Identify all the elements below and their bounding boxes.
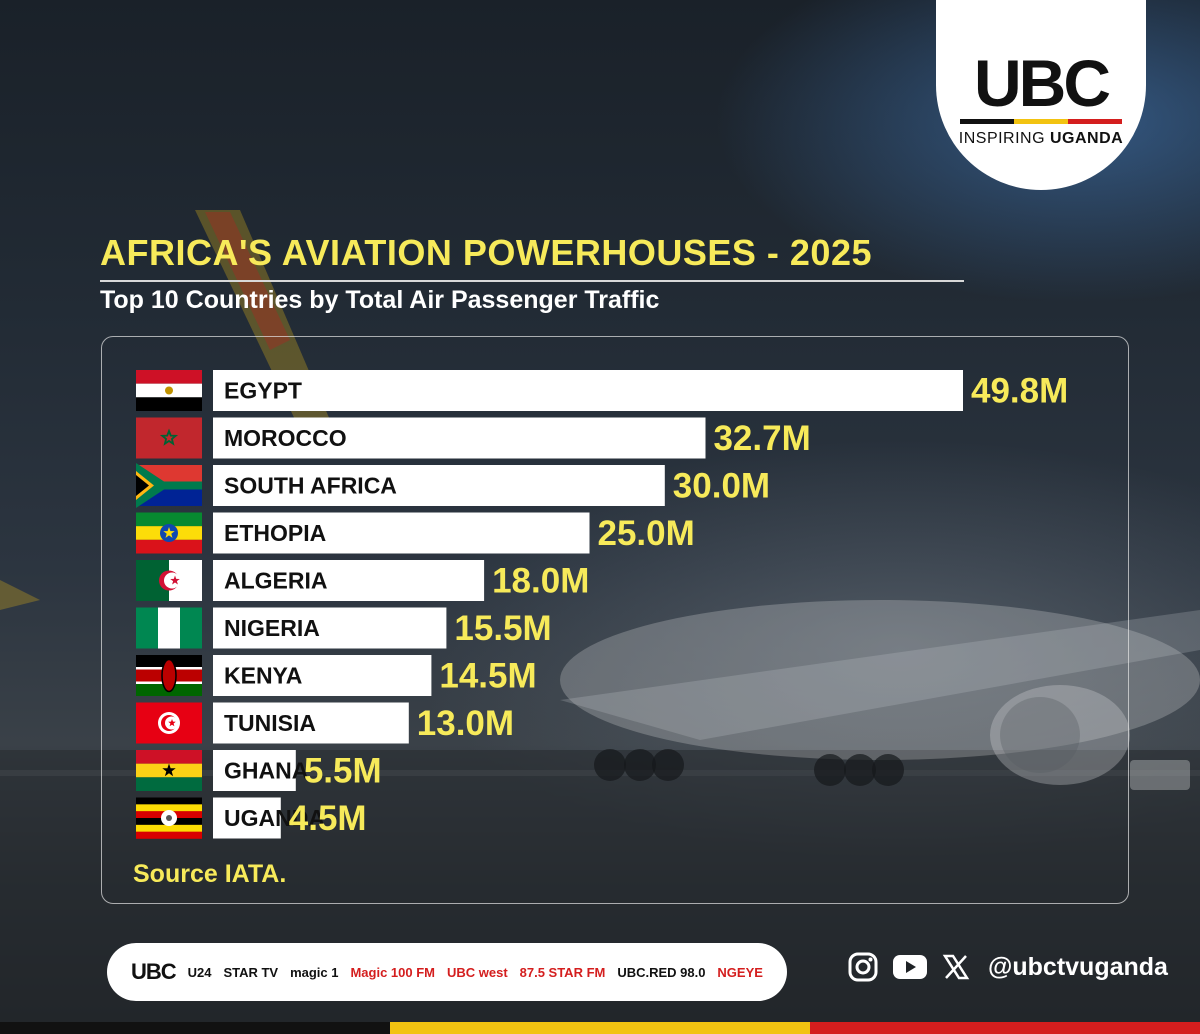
logo-tagline: INSPIRING UGANDA — [958, 129, 1124, 147]
bar — [213, 417, 706, 459]
bar-row: MOROCCO 32.7M — [136, 417, 811, 459]
bar-value-label: 15.5M — [454, 609, 551, 648]
bar-category-label: EGYPT — [224, 378, 302, 404]
brand-star-tv: STAR TV — [223, 964, 279, 980]
uganda-flag-icon — [136, 797, 202, 839]
youtube-icon[interactable] — [892, 953, 928, 981]
chart-panel — [101, 336, 1129, 904]
bar-row: KENYA 14.5M — [136, 655, 537, 696]
bar-value-label: 18.0M — [492, 562, 589, 601]
bar-row: ALGERIA 18.0M — [136, 560, 589, 601]
bar-row: ETHOPIA 25.0M — [136, 512, 695, 554]
social-handle[interactable]: @ubctvuganda — [988, 952, 1168, 981]
bar — [213, 370, 963, 411]
bar — [213, 702, 409, 744]
bar-category-label: NIGERIA — [224, 615, 320, 641]
bar-value-label: 49.8M — [971, 372, 1068, 411]
brand-ubc-red: UBC.RED 98.0 — [617, 964, 706, 980]
bar-category-label: MOROCCO — [224, 425, 347, 451]
instagram-icon[interactable] — [848, 952, 878, 982]
bar — [213, 797, 281, 839]
bar-row: NIGERIA 15.5M — [136, 607, 552, 649]
bar-category-label: GHANA — [224, 758, 308, 784]
bar-category-label: UGANDA — [224, 805, 325, 831]
ethiopia-flag-icon — [136, 512, 202, 554]
nigeria-flag-icon — [136, 607, 202, 649]
logo-flag-stripe — [960, 118, 1122, 124]
brand-star-fm: 87.5 STAR FM — [519, 964, 606, 980]
bar — [213, 607, 447, 649]
algeria-flag-icon — [136, 560, 202, 601]
kenya-flag-icon — [136, 655, 202, 696]
bottom-flag-stripe — [0, 1022, 1200, 1034]
tunisia-flag-icon — [136, 702, 202, 744]
source-note: Source IATA. — [133, 860, 287, 888]
brand-ubc-west: UBC west — [446, 964, 508, 980]
ubc-logo: UBC INSPIRING UGANDA — [936, 0, 1146, 190]
bar-category-label: TUNISIA — [224, 710, 316, 736]
bar-category-label: ETHOPIA — [224, 520, 326, 546]
brand-strip: UBC U24 STAR TV magic 1 Magic 100 FM UBC… — [107, 943, 787, 1001]
brand-magic100: Magic 100 FM — [350, 964, 435, 980]
bar-row: SOUTH AFRICA 30.0M — [136, 463, 770, 508]
brand-magic1: magic 1 — [290, 964, 339, 980]
bar-value-label: 13.0M — [417, 704, 514, 743]
bar-value-label: 14.5M — [439, 657, 536, 696]
brand-u24: U24 — [187, 964, 212, 980]
bar-value-label: 5.5M — [304, 752, 382, 791]
bar — [213, 750, 296, 791]
chart-title: AFRICA'S AVIATION POWERHOUSES - 2025 — [100, 232, 872, 273]
bar-value-label: 25.0M — [598, 514, 695, 553]
chart-subtitle: Top 10 Countries by Total Air Passenger … — [100, 286, 660, 314]
bar-value-label: 4.5M — [289, 799, 367, 838]
bar — [213, 655, 432, 696]
bar — [213, 512, 590, 554]
bar-category-label: ALGERIA — [224, 568, 328, 594]
ghana-flag-icon — [136, 750, 202, 791]
south-africa-flag-icon — [136, 463, 202, 508]
x-icon[interactable] — [942, 953, 970, 981]
bar-category-label: KENYA — [224, 663, 302, 689]
bar — [213, 465, 665, 506]
brand-ngeye: NGEYE — [717, 964, 763, 980]
bar-value-label: 30.0M — [673, 467, 770, 506]
bar — [213, 560, 485, 601]
morocco-flag-icon — [136, 417, 202, 459]
title-divider — [100, 280, 964, 282]
bar-row: EGYPT 49.8M — [136, 370, 1068, 411]
bar-category-label: SOUTH AFRICA — [224, 473, 397, 499]
bar-value-label: 32.7M — [713, 419, 810, 458]
bar-row: TUNISIA 13.0M — [136, 702, 514, 744]
egypt-flag-icon — [136, 370, 202, 411]
social-links: @ubctvuganda — [848, 952, 1168, 982]
logo-wordmark: UBC — [974, 45, 1111, 120]
brand-ubc: UBC — [130, 959, 177, 984]
